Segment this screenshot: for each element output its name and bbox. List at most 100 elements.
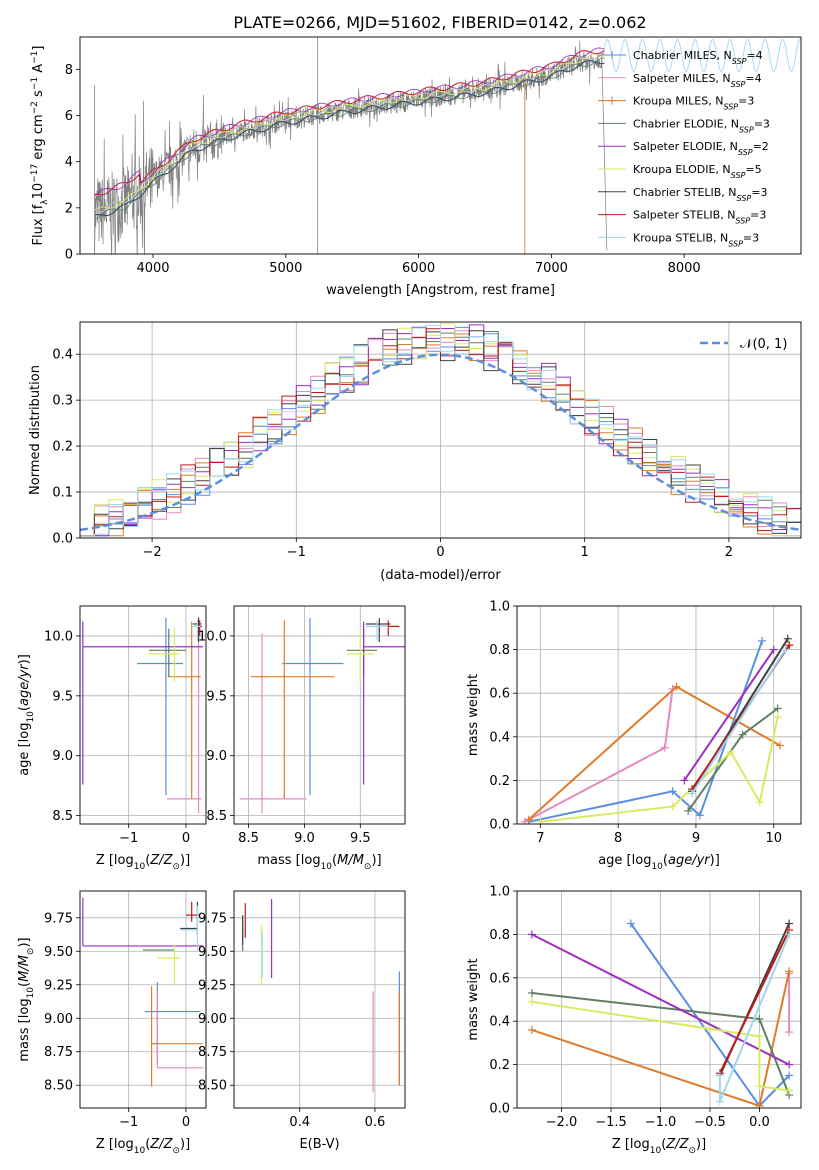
model-spectrum-chabrier_elodie bbox=[94, 57, 605, 221]
series-kroupa_stelib bbox=[688, 645, 790, 798]
x-axis-label: E(B-V) bbox=[299, 1137, 339, 1152]
errorbar-point-kroupa_miles bbox=[250, 620, 335, 799]
axes-frame bbox=[79, 890, 207, 1109]
label-part: ⊙ bbox=[364, 862, 372, 872]
label-part: ( bbox=[17, 982, 32, 987]
legend-label-kroupa_stelib: Kroupa STELIB, NSSP=3 bbox=[633, 231, 759, 248]
label-part: M/M bbox=[337, 853, 364, 868]
y-tick-label: 0.2 bbox=[489, 1058, 510, 1073]
legend-text-part: SSP bbox=[728, 239, 743, 248]
x-tick-label: 9.0 bbox=[294, 831, 315, 846]
y-tick-label: 0.8 bbox=[489, 643, 510, 658]
y-tick-label: 9.50 bbox=[44, 945, 73, 960]
x-tick-label: 1 bbox=[581, 545, 589, 560]
errorbar-point-salpeter_miles bbox=[167, 616, 202, 814]
axes-frame bbox=[79, 605, 207, 825]
x-tick-label: 6000 bbox=[402, 261, 435, 276]
legend-text-part: =2 bbox=[753, 140, 769, 153]
label-part: Z [log bbox=[612, 1137, 650, 1152]
label-part: −1 bbox=[30, 51, 40, 64]
legend-text-part: SSP bbox=[737, 193, 752, 202]
x-tick-label: −1.5 bbox=[595, 1115, 627, 1130]
label-part: mass [log bbox=[17, 998, 32, 1061]
label-part: 10 bbox=[26, 711, 36, 723]
label-part: 10 bbox=[321, 862, 333, 872]
errorbar-point-kroupa_stelib bbox=[180, 905, 199, 950]
x-axis-label: Z [log10(Z/Z⊙)] bbox=[612, 1137, 706, 1156]
label-part: Z [log bbox=[96, 853, 134, 868]
plot-area-residuals bbox=[80, 323, 801, 537]
y-tick-label: 0.2 bbox=[489, 774, 510, 789]
legend-text-part: Kroupa MILES, N bbox=[633, 95, 723, 108]
y-tick-label: 0.4 bbox=[489, 1015, 510, 1030]
legend-text-part: Chabrier STELIB, N bbox=[633, 186, 737, 199]
label-part: mass [log bbox=[257, 853, 320, 868]
errorbar-point-chabrier_elodie bbox=[148, 628, 186, 677]
errorbar-point-chabrier_miles bbox=[282, 617, 344, 796]
y-axis-label: mass weight bbox=[466, 674, 481, 756]
legend-label-salpeter_miles: Salpeter MILES, NSSP=4 bbox=[633, 72, 762, 89]
x-tick-label: 0.6 bbox=[365, 1115, 386, 1130]
legend-text-part: SSP bbox=[731, 79, 746, 88]
axes-frame bbox=[79, 36, 802, 255]
y-tick-label: 9.25 bbox=[198, 978, 227, 993]
x-tick-label: −0.5 bbox=[694, 1115, 726, 1130]
label-part: ⊙ bbox=[688, 1146, 696, 1156]
label-part: )] bbox=[17, 937, 32, 947]
legend-label-normal: 𝒩(0, 1) bbox=[740, 337, 787, 352]
axes-frame bbox=[516, 890, 802, 1109]
label-part: 10 bbox=[650, 1146, 662, 1156]
errorbar-point-chabrier_miles bbox=[137, 617, 184, 796]
errorbar-point-salpeter_elodie bbox=[363, 621, 405, 785]
y-tick-label: 0.6 bbox=[489, 687, 510, 702]
label-part: 10 bbox=[31, 183, 46, 200]
label-part: ( bbox=[661, 1137, 666, 1152]
legend-label-chabrier_stelib: Chabrier STELIB, NSSP=3 bbox=[633, 186, 767, 203]
label-part: −1 bbox=[30, 77, 40, 90]
series-kroupa_elodie bbox=[536, 713, 782, 824]
label-part: age [log bbox=[17, 723, 32, 776]
model-spectrum-kroupa_stelib bbox=[94, 52, 605, 214]
panel-age_vs_Z: −1 08.59.09.510.0Z [log10(Z/Z⊙)]age [log1… bbox=[17, 605, 207, 872]
label-part: Z/Z bbox=[149, 853, 173, 868]
legend-label-kroupa_elodie: Kroupa ELODIE, NSSP=5 bbox=[633, 163, 762, 180]
axes-frame bbox=[233, 605, 406, 825]
errorbar-point-chabrier_miles bbox=[144, 982, 201, 1066]
legend-text-part: SSP bbox=[738, 148, 753, 157]
errorbar-point-kroupa_elodie bbox=[157, 944, 181, 985]
series-line bbox=[528, 640, 764, 823]
label-part: Flux [f bbox=[31, 204, 46, 245]
label-part: ⊙ bbox=[26, 948, 36, 956]
legend-text-part: SSP bbox=[731, 171, 746, 180]
y-tick-label: 0.4 bbox=[489, 730, 510, 745]
y-axis-label: mass [log10(M/M⊙)] bbox=[17, 937, 36, 1061]
y-tick-label: 0.0 bbox=[489, 818, 510, 833]
label-part: Z/Z bbox=[665, 1137, 689, 1152]
series-kroupa_elodie bbox=[527, 997, 794, 1095]
x-tick-label: 8000 bbox=[668, 261, 701, 276]
y-tick-label: 9.0 bbox=[52, 749, 73, 764]
x-tick-label: 5000 bbox=[269, 261, 302, 276]
label-part: erg cm bbox=[31, 114, 46, 163]
errorbar-point-salpeter_stelib bbox=[377, 620, 400, 636]
y-axis-label: mass weight bbox=[466, 958, 481, 1040]
label-part: 10 bbox=[134, 1146, 146, 1156]
errorbar-point-salpeter_elodie bbox=[82, 621, 204, 785]
plot-area-age_vs_Z bbox=[82, 616, 204, 814]
label-part: age [log bbox=[598, 853, 651, 868]
y-tick-label: 2 bbox=[65, 201, 73, 216]
y-tick-label: 6 bbox=[65, 109, 73, 124]
y-tick-label: 0.8 bbox=[489, 928, 510, 943]
label-part: −17 bbox=[30, 164, 40, 183]
label-part: ] bbox=[31, 46, 46, 51]
y-tick-label: 9.50 bbox=[198, 945, 227, 960]
legend-text-part: SSP bbox=[723, 102, 738, 111]
x-tick-label: 4000 bbox=[136, 261, 169, 276]
legend-text-part: =3 bbox=[750, 209, 766, 222]
panel-weight_vs_Z: −2.0 −1.5 −1.0 −0.5 0.0 0.0 0.2 0.4 0.6 0.8 1.0 Z [… bbox=[466, 885, 802, 1156]
label-part: ( bbox=[332, 853, 337, 868]
series-kroupa_miles bbox=[524, 682, 784, 824]
x-axis-label: Z [log10(Z/Z⊙)] bbox=[96, 1137, 190, 1156]
y-tick-label: 9.5 bbox=[52, 689, 73, 704]
